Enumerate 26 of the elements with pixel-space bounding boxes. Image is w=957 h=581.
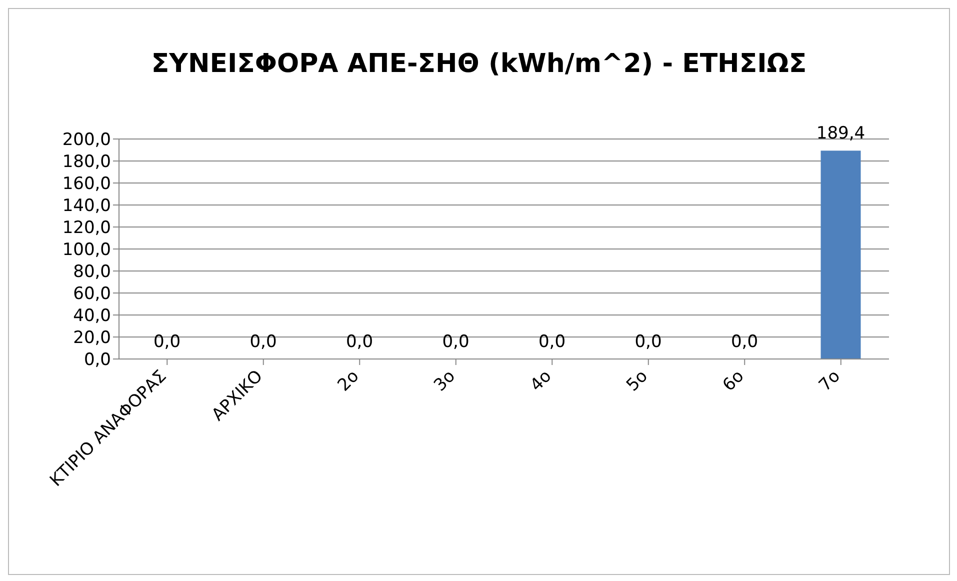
chart-title: ΣΥΝΕΙΣΦΟΡΑ ΑΠΕ-ΣΗΘ (kWh/m^2) - ΕΤΗΣΙΩΣ [150, 48, 808, 81]
y-tick-label: 140,0 [62, 196, 111, 216]
x-tick-label: 2ο [334, 366, 364, 396]
y-tick-label: 100,0 [62, 240, 111, 260]
data-label: 0,0 [346, 332, 374, 352]
data-label: 0,0 [634, 332, 662, 352]
data-label: 0,0 [730, 332, 758, 352]
x-tick-label: 6ο [719, 366, 748, 396]
y-tick-label: 80,0 [73, 262, 111, 282]
data-label: 0,0 [153, 332, 181, 352]
y-tick-label: 0,0 [84, 350, 111, 370]
y-tick-label: 120,0 [62, 218, 111, 238]
y-tick-label: 60,0 [73, 284, 111, 304]
y-tick-label: 200,0 [62, 130, 111, 150]
data-label: 0,0 [250, 332, 277, 352]
x-tick-label: 7ο [815, 366, 844, 396]
y-tick-label: 160,0 [62, 174, 111, 194]
data-label: 189,4 [816, 124, 866, 144]
y-tick-label: 20,0 [73, 328, 111, 348]
y-tick-label: 180,0 [62, 152, 111, 172]
x-tick-label: 5ο [622, 366, 652, 396]
x-tick-label: 4ο [526, 366, 556, 396]
data-label: 0,0 [538, 332, 566, 352]
data-label: 0,0 [442, 332, 470, 352]
y-tick-label: 40,0 [73, 306, 111, 326]
x-tick-label: 3ο [430, 366, 460, 396]
